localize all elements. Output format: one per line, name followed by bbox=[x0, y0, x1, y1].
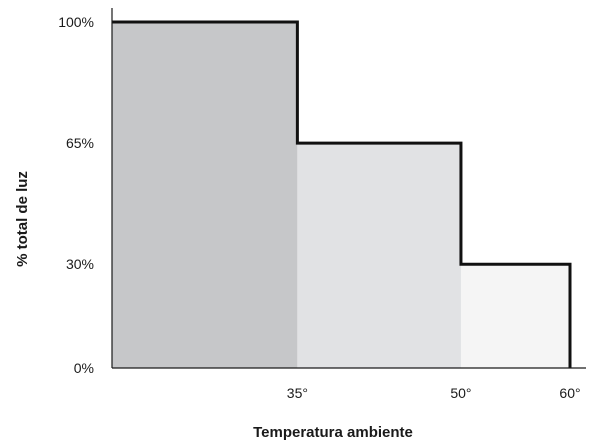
x-tick-label: 35° bbox=[287, 385, 308, 401]
steps-layer bbox=[112, 22, 570, 368]
step-fill-2 bbox=[297, 143, 461, 368]
y-tick-labels: 0% 30% 65% 100% bbox=[58, 14, 94, 376]
y-tick-label: 100% bbox=[58, 14, 94, 30]
x-tick-labels: 35° 50° 60° bbox=[287, 385, 581, 401]
x-axis-title: Temperatura ambiente bbox=[253, 424, 413, 441]
step-fill-1 bbox=[112, 22, 298, 368]
y-tick-label: 0% bbox=[74, 360, 94, 376]
x-tick-label: 60° bbox=[559, 385, 580, 401]
y-tick-label: 65% bbox=[66, 135, 94, 151]
step-fill-3 bbox=[460, 264, 570, 368]
step-outline bbox=[112, 20, 572, 368]
y-axis-title: % total de luz bbox=[14, 171, 31, 267]
x-tick-label: 50° bbox=[450, 385, 471, 401]
y-tick-label: 30% bbox=[66, 256, 94, 272]
